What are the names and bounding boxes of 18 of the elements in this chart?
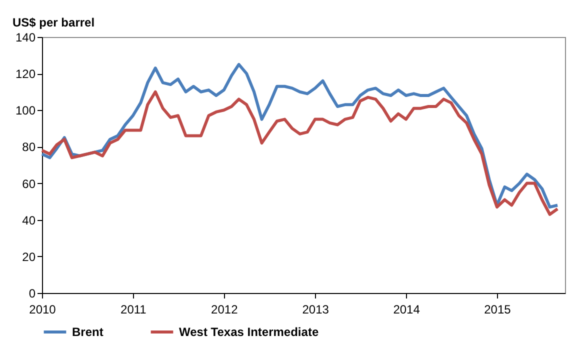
line-series <box>40 90 560 216</box>
y-tick-label: 0 <box>28 286 36 300</box>
x-tick-label: 2014 <box>393 302 420 316</box>
legend-label: Brent <box>72 325 104 339</box>
x-tick-label: 2011 <box>120 302 147 316</box>
y-tick-label: 40 <box>22 213 36 228</box>
y-tick-label: 140 <box>15 30 36 44</box>
x-tick-label: 2015 <box>484 302 512 316</box>
y-axis-title: US$ per barrel <box>12 16 95 30</box>
y-tick-label: 20 <box>22 250 36 264</box>
y-tick-label: 60 <box>22 176 36 191</box>
y-tick-label: 120 <box>15 67 36 82</box>
y-tick-label: 80 <box>22 140 36 154</box>
x-tick-label: 2010 <box>29 302 56 316</box>
x-tick-label: 2013 <box>302 302 330 316</box>
x-tick-label: 2012 <box>211 302 238 316</box>
y-tick-label: 100 <box>15 104 36 118</box>
legend-label: West Texas Intermediate <box>179 325 319 339</box>
